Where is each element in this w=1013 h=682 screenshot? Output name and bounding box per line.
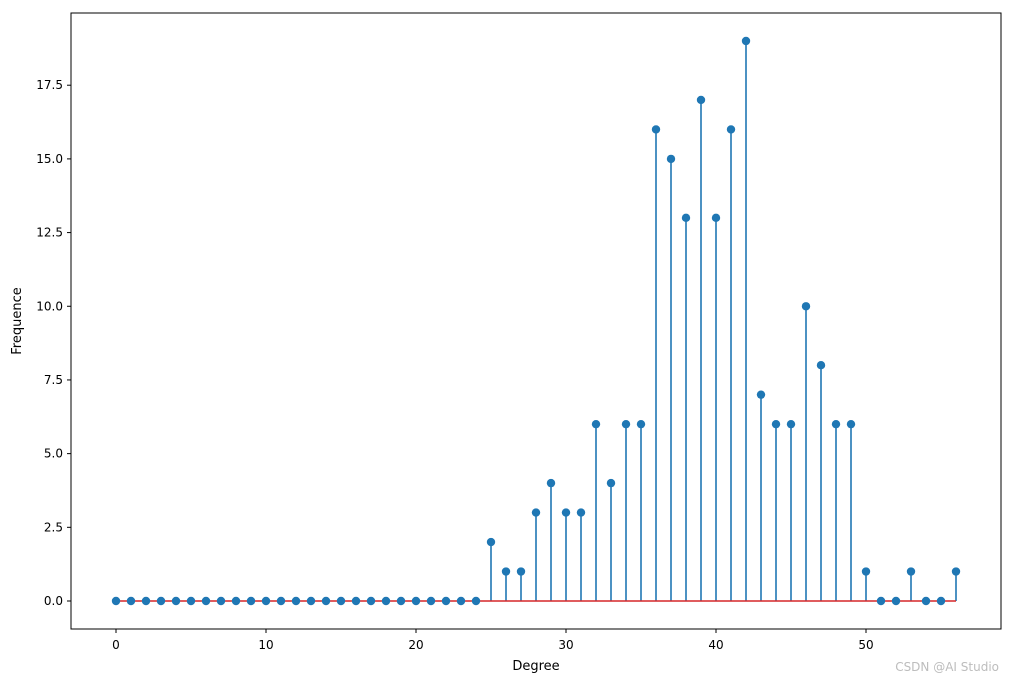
y-tick-label: 7.5	[44, 373, 63, 387]
data-point-marker	[921, 596, 931, 606]
data-point-marker	[696, 95, 706, 105]
x-tick-label: 0	[112, 638, 120, 652]
y-axis-label: Frequence	[10, 287, 25, 354]
marker-series	[111, 36, 961, 606]
data-point-marker	[486, 537, 496, 547]
data-point-marker	[111, 596, 121, 606]
data-point-marker	[261, 596, 271, 606]
data-point-marker	[351, 596, 361, 606]
y-tick-label: 17.5	[36, 78, 63, 92]
data-point-marker	[756, 390, 766, 399]
data-point-marker	[276, 596, 286, 606]
data-point-marker	[636, 419, 646, 429]
data-point-marker	[516, 567, 526, 576]
data-point-marker	[936, 596, 946, 606]
data-point-marker	[366, 596, 376, 606]
y-axis-ticks: 0.0 2.5 5.0 7.5 10.0 12.5 15.0 17.5	[36, 78, 71, 608]
data-point-marker	[621, 419, 631, 429]
x-tick-label: 20	[408, 638, 423, 652]
data-point-marker	[471, 596, 481, 606]
x-axis-ticks: 0 10 20 30 40 50	[112, 629, 874, 652]
x-tick-label: 40	[708, 638, 723, 652]
data-point-marker	[141, 596, 151, 606]
data-point-marker	[546, 478, 556, 488]
data-point-marker	[396, 596, 406, 606]
data-point-marker	[456, 596, 466, 606]
data-point-marker	[651, 125, 661, 134]
data-point-marker	[606, 478, 616, 488]
data-point-marker	[501, 567, 511, 576]
data-point-marker	[171, 596, 181, 606]
data-point-marker	[426, 596, 436, 606]
data-point-marker	[156, 596, 166, 606]
y-tick-label: 12.5	[36, 226, 63, 240]
data-point-marker	[441, 596, 451, 606]
data-point-marker	[411, 596, 421, 606]
data-point-marker	[666, 154, 676, 164]
data-point-marker	[531, 508, 541, 517]
data-point-marker	[786, 419, 796, 429]
data-point-marker	[291, 596, 301, 606]
x-tick-label: 30	[558, 638, 573, 652]
watermark: CSDN @AI Studio	[895, 660, 999, 674]
data-point-marker	[246, 596, 256, 606]
data-point-marker	[306, 596, 316, 606]
data-point-marker	[846, 419, 856, 429]
data-point-marker	[711, 213, 721, 223]
y-tick-label: 5.0	[44, 447, 63, 461]
y-tick-label: 0.0	[44, 594, 63, 608]
y-tick-label: 10.0	[36, 299, 63, 313]
y-tick-label: 2.5	[44, 520, 63, 534]
data-point-marker	[801, 302, 811, 311]
data-point-marker	[831, 419, 841, 429]
data-point-marker	[906, 567, 916, 576]
data-point-marker	[336, 596, 346, 606]
data-point-marker	[381, 596, 391, 606]
y-tick-label: 15.0	[36, 152, 63, 166]
data-point-marker	[741, 36, 751, 46]
plot-frame	[70, 12, 1002, 630]
x-tick-label: 50	[858, 638, 873, 652]
data-point-marker	[186, 596, 196, 606]
data-point-marker	[681, 213, 691, 223]
data-point-marker	[951, 567, 961, 576]
data-point-marker	[816, 361, 826, 370]
stem-series	[490, 41, 957, 601]
data-point-marker	[216, 596, 226, 606]
data-point-marker	[576, 508, 586, 517]
data-point-marker	[126, 596, 136, 606]
data-point-marker	[726, 125, 736, 134]
data-point-marker	[891, 596, 901, 606]
data-point-marker	[231, 596, 241, 606]
data-point-marker	[591, 419, 601, 429]
data-point-marker	[201, 596, 211, 606]
data-point-marker	[861, 567, 871, 576]
data-point-marker	[561, 508, 571, 517]
data-point-marker	[771, 419, 781, 429]
data-point-marker	[876, 596, 886, 606]
data-point-marker	[321, 596, 331, 606]
x-axis-label: Degree	[512, 659, 559, 674]
x-tick-label: 10	[258, 638, 273, 652]
